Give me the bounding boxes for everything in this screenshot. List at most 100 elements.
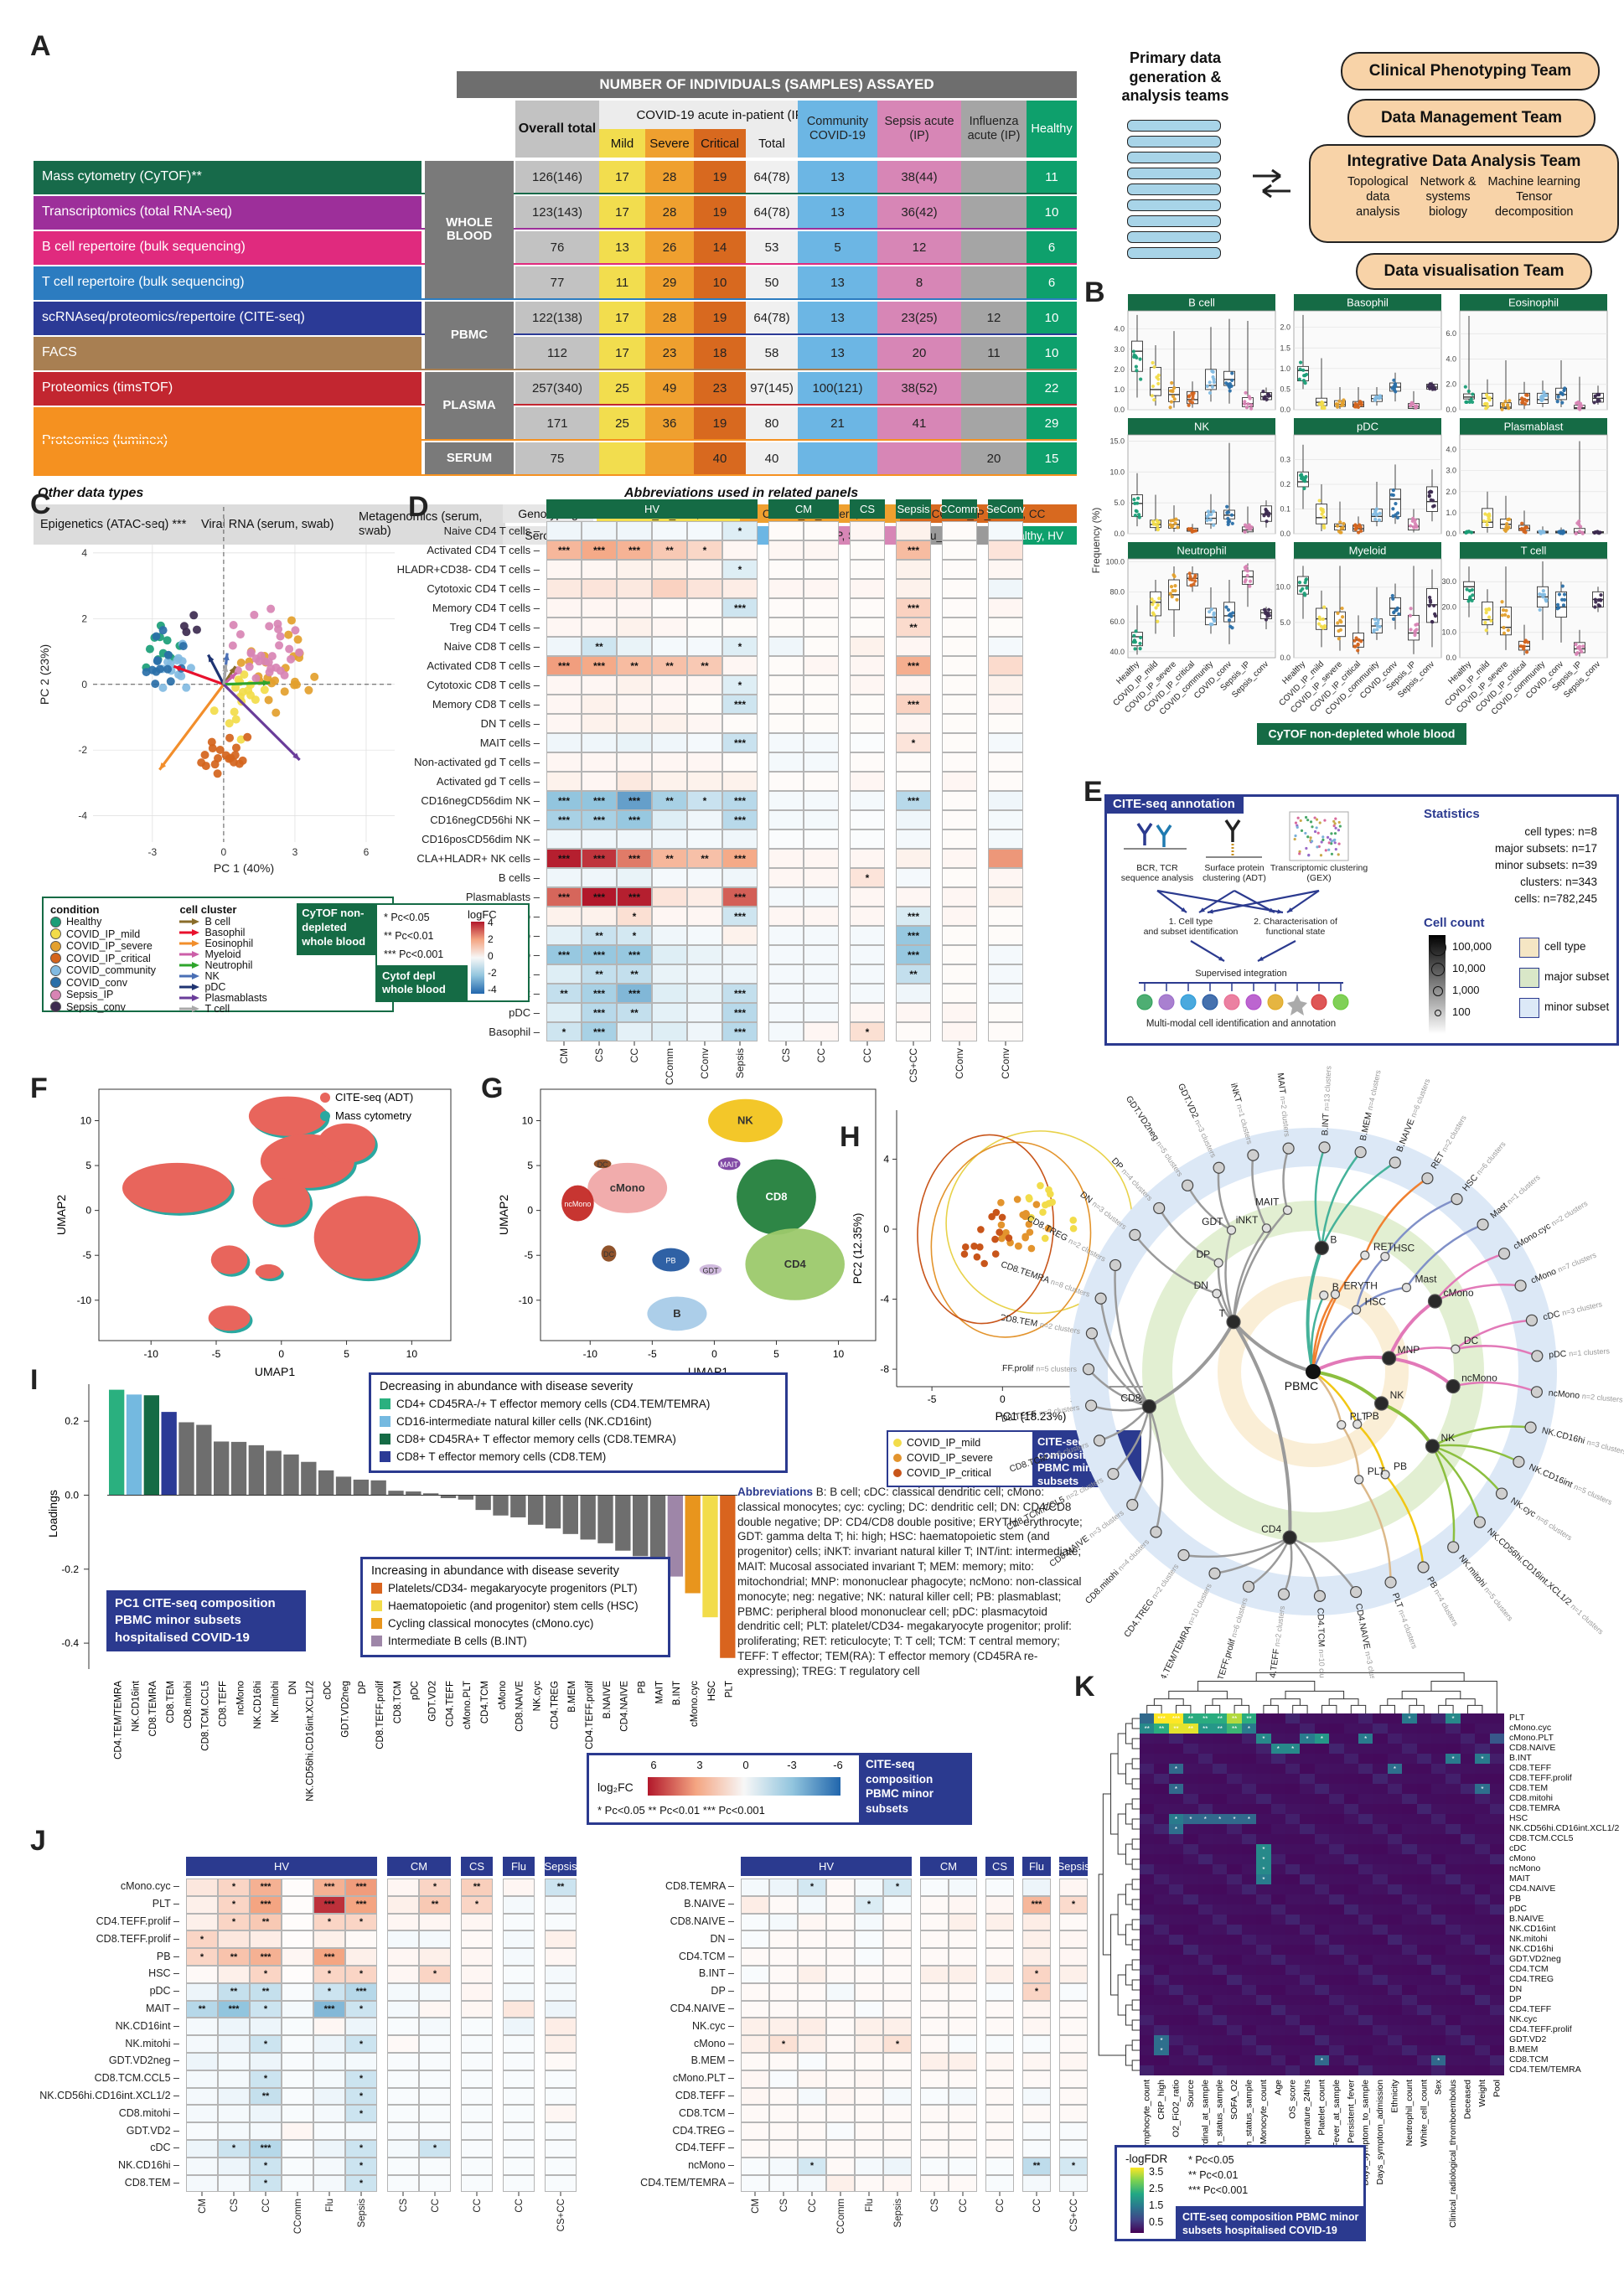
data-point [1432,603,1436,608]
heat-cell [949,1948,977,1966]
assay-row-label: B cell repertoire (bulk sequencing) [34,231,422,263]
heat-cell [546,618,582,637]
team-data-management: Data Management Team [1347,99,1596,137]
tree-leaf-cd8.tem [1085,1327,1099,1340]
heat-cell [741,1930,769,1949]
heat-cell [545,2122,577,2140]
tree-edge [1311,1370,1384,1406]
heat-cell: *** [896,598,931,618]
svg-text:DP n=4 clusters: DP n=4 clusters [1109,1156,1155,1204]
legend-item: COVID_conv [50,977,173,990]
table-cell: 36 [645,407,694,439]
heat-row-label: PB – [156,1950,179,1962]
heat-cell [985,2122,1014,2140]
data-point [1413,404,1418,409]
tree-leaf-nk.cd56hi.cd16int.xcl1/2 [1473,1516,1486,1528]
heat-cell [652,829,687,849]
other-data-title: Other data types [38,486,144,500]
cell-count-gradient [1429,935,1446,1034]
heat-cell [741,2157,769,2175]
pca-point [970,1243,978,1250]
heat-cell [804,540,839,560]
data-point [1337,637,1341,641]
tree-leaf-mast [1477,1218,1489,1231]
svg-text:B: B [673,1307,680,1320]
heat-row-label: DP – [711,1985,734,1998]
heat-cell [826,2157,855,2175]
heat-cell [985,2018,1014,2036]
pca-point [285,644,294,654]
heat-cell [652,521,687,540]
data-point [1168,592,1172,596]
group-header-Sepsis: Sepsis [544,1857,577,1876]
heat-cell [850,810,885,829]
data-point [1507,406,1511,411]
pca-point [236,735,246,744]
pca-point [1045,1186,1052,1194]
data-point [1391,597,1395,601]
svg-text:CM: CM [751,2199,761,2214]
heat-cell: * [250,2174,282,2193]
heat-cell [741,1895,769,1914]
svg-text:MAIT: MAIT [720,1160,738,1169]
heat-cell [687,829,722,849]
legend-swatch [380,1416,390,1427]
assay-row-label: Proteomics (luminex) [34,407,422,474]
heat-cell [768,926,804,945]
heat-cell: *** [722,984,758,1003]
heat-cell [988,1003,1023,1022]
data-point [1574,643,1578,647]
legend-item: Sepsis_IP [50,989,173,1001]
heat-cell [186,1879,218,1896]
col-header: Influenza acute (IP) [961,101,1027,158]
heat-cell [768,675,804,695]
data-point [1392,378,1396,382]
pca-point [280,670,289,680]
data-point [1378,395,1383,400]
data-point [1541,530,1546,535]
data-point [1356,643,1360,647]
heat-cell [1022,2140,1051,2158]
heat-cell [850,791,885,810]
svg-text:RET: RET [1373,1241,1394,1253]
tree-node-dp [1213,1258,1223,1268]
box [1205,369,1217,390]
heat-cell [503,1966,535,1983]
svg-text:CD4: CD4 [1261,1523,1281,1535]
heat-cell: ** [617,1003,652,1022]
data-point [1342,398,1346,402]
data-point [1340,615,1345,619]
heat-cell [546,752,582,772]
data-point [1226,607,1231,612]
heat-cell: *** [617,810,652,829]
box [1150,366,1161,396]
panel-h-label: H [840,1121,861,1153]
tree-leaf-ret [1421,1172,1434,1185]
heat-cell: * [687,791,722,810]
svg-text:CS+CC: CS+CC [1069,2199,1079,2231]
heat-cell: *** [722,810,758,829]
table-cell: 20 [961,442,1027,474]
svg-text:NK.CD56hi.CD16int.XCL1/2: NK.CD56hi.CD16int.XCL1/2 [306,1681,316,1801]
pca-point [213,769,222,778]
heat-cell [798,1966,826,1983]
svg-text:OS_score: OS_score [1288,2080,1298,2119]
heat-cell [949,2157,977,2175]
data-point [1471,392,1475,396]
data-point [1598,604,1602,608]
heat-row-label: pDC – [509,1005,540,1019]
heat-cell [985,2070,1014,2088]
data-point [1138,635,1143,640]
svg-text:PC 2 (23%): PC 2 (23%) [38,644,51,705]
heat-cell [741,2140,769,2158]
heat-cell [949,2140,977,2158]
heat-cell [282,2087,313,2106]
heat-cell [804,849,839,868]
pca-point [273,619,282,628]
tree-node-mast [1401,1283,1412,1293]
heat-cell [985,2087,1014,2106]
heat-cell [461,1966,493,1983]
heat-cell [503,1930,535,1949]
svg-text:NK.cyc: NK.cyc [532,1681,542,1712]
table-cell [645,442,694,474]
